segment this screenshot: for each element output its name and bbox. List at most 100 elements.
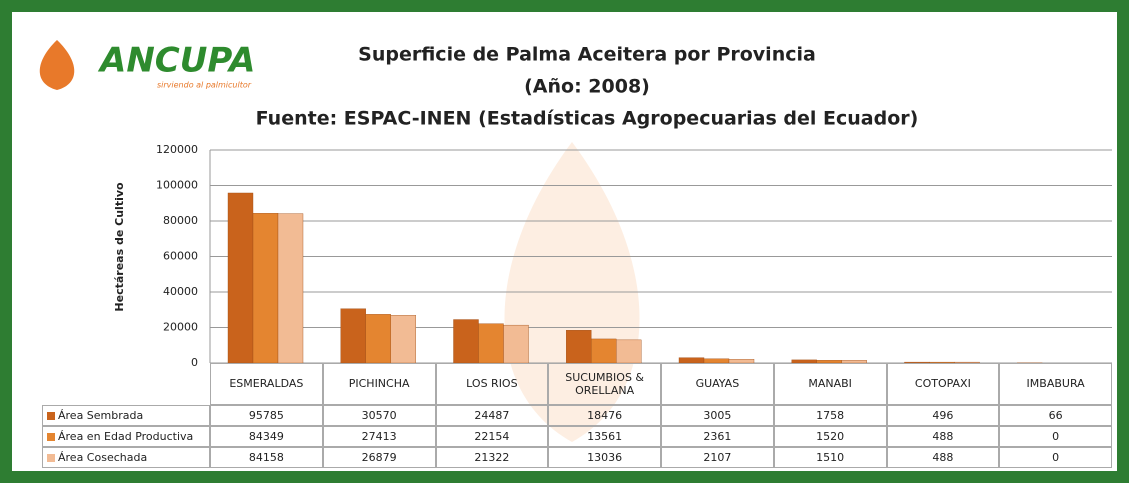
bar <box>341 309 366 363</box>
table-value: 24487 <box>436 405 549 426</box>
y-axis-label: Hectáreas de Cultivo <box>113 182 126 312</box>
legend-label: Área en Edad Productiva <box>58 430 193 443</box>
x-tick-label: ESMERALDAS <box>210 363 323 405</box>
table-value-text: 1520 <box>816 430 844 443</box>
table-value: 84158 <box>210 447 323 468</box>
table-value: 488 <box>887 447 1000 468</box>
table-value: 1758 <box>774 405 887 426</box>
x-tick-label: PICHINCHA <box>323 363 436 405</box>
table-value-text: 13036 <box>587 451 622 464</box>
x-tick-label: SUCUMBIOS & ORELLANA <box>548 363 661 405</box>
bar <box>391 315 416 363</box>
table-value-text: 2361 <box>703 430 731 443</box>
legend-swatch <box>47 433 55 441</box>
table-value-text: 2107 <box>703 451 731 464</box>
x-tick-label: IMBABURA <box>999 363 1112 405</box>
table-value-text: 0 <box>1052 430 1059 443</box>
table-value-text: 18476 <box>587 409 622 422</box>
logo-text: ANCUPA <box>97 41 255 81</box>
table-value-text: 21322 <box>474 451 509 464</box>
chart-subtitle: (Año: 2008) <box>524 76 650 98</box>
x-tick-label: COTOPAXI <box>887 363 1000 405</box>
table-value: 66 <box>999 405 1112 426</box>
table-value: 0 <box>999 447 1112 468</box>
table-value-text: 84158 <box>249 451 284 464</box>
x-tick-label-text: GUAYAS <box>696 377 740 390</box>
table-value-text: 24487 <box>474 409 509 422</box>
table-value: 21322 <box>436 447 549 468</box>
table-value: 27413 <box>323 426 436 447</box>
bar <box>454 320 479 363</box>
table-value-text: 3005 <box>703 409 731 422</box>
table-value: 2361 <box>661 426 774 447</box>
y-tick-label: 0 <box>191 356 198 369</box>
legend-swatch <box>47 454 55 462</box>
table-value: 1520 <box>774 426 887 447</box>
table-value: 84349 <box>210 426 323 447</box>
table-value: 13036 <box>548 447 661 468</box>
table-value-text: 26879 <box>362 451 397 464</box>
table-value-text: 30570 <box>362 409 397 422</box>
table-value-text: 66 <box>1049 409 1063 422</box>
table-value-text: 496 <box>932 409 953 422</box>
table-value-text: 1758 <box>816 409 844 422</box>
table-value: 30570 <box>323 405 436 426</box>
y-tick-label: 80000 <box>163 214 198 227</box>
x-tick-label-text: IMBABURA <box>1027 377 1085 390</box>
x-tick-label-text: ESMERALDAS <box>229 377 303 390</box>
table-value-text: 1510 <box>816 451 844 464</box>
table-value: 1510 <box>774 447 887 468</box>
bar <box>228 193 253 363</box>
table-value-text: 13561 <box>587 430 622 443</box>
legend-swatch <box>47 412 55 420</box>
y-tick-label: 120000 <box>156 143 198 156</box>
table-value: 22154 <box>436 426 549 447</box>
x-tick-label-text: COTOPAXI <box>915 377 971 390</box>
table-value: 488 <box>887 426 1000 447</box>
x-tick-label-text: PICHINCHA <box>349 377 410 390</box>
x-tick-label: GUAYAS <box>661 363 774 405</box>
y-tick-label: 100000 <box>156 179 198 192</box>
bar <box>566 330 591 363</box>
bar <box>366 314 391 363</box>
y-tick-label: 20000 <box>163 321 198 334</box>
table-value-text: 27413 <box>362 430 397 443</box>
legend-entry: Área Cosechada <box>42 447 210 468</box>
table-value: 2107 <box>661 447 774 468</box>
bar <box>616 340 641 363</box>
bar <box>253 213 278 363</box>
table-value-text: 84349 <box>249 430 284 443</box>
chart-panel: ANCUPA sirviendo al palmicultor Superfic… <box>12 12 1117 471</box>
page: ANCUPA sirviendo al palmicultor Superfic… <box>0 0 1129 483</box>
table-value-text: 488 <box>932 430 953 443</box>
table-value: 3005 <box>661 405 774 426</box>
x-tick-label: MANABI <box>774 363 887 405</box>
legend-entry: Área en Edad Productiva <box>42 426 210 447</box>
bar <box>479 324 504 363</box>
table-value: 95785 <box>210 405 323 426</box>
table-value-text: 0 <box>1052 451 1059 464</box>
x-tick-label-text: LOS RIOS <box>466 377 517 390</box>
table-value: 0 <box>999 426 1112 447</box>
table-value: 496 <box>887 405 1000 426</box>
bar <box>591 339 616 363</box>
x-tick-label-text: SUCUMBIOS & ORELLANA <box>553 371 656 397</box>
table-value: 13561 <box>548 426 661 447</box>
legend-label: Área Cosechada <box>58 451 147 464</box>
logo-slogan: sirviendo al palmicultor <box>157 81 252 90</box>
x-tick-label-text: MANABI <box>808 377 852 390</box>
bar <box>278 214 303 363</box>
table-value-text: 95785 <box>249 409 284 422</box>
legend-entry: Área Sembrada <box>42 405 210 426</box>
legend-label: Área Sembrada <box>58 409 143 422</box>
x-tick-label: LOS RIOS <box>436 363 549 405</box>
bar <box>504 325 529 363</box>
chart-source: Fuente: ESPAC-INEN (Estadísticas Agropec… <box>256 108 919 130</box>
chart-title: Superficie de Palma Aceitera por Provinc… <box>358 44 816 66</box>
table-value-text: 22154 <box>474 430 509 443</box>
table-value: 26879 <box>323 447 436 468</box>
logo-icon <box>40 40 75 90</box>
y-tick-label: 40000 <box>163 285 198 298</box>
table-value: 18476 <box>548 405 661 426</box>
table-value-text: 488 <box>932 451 953 464</box>
